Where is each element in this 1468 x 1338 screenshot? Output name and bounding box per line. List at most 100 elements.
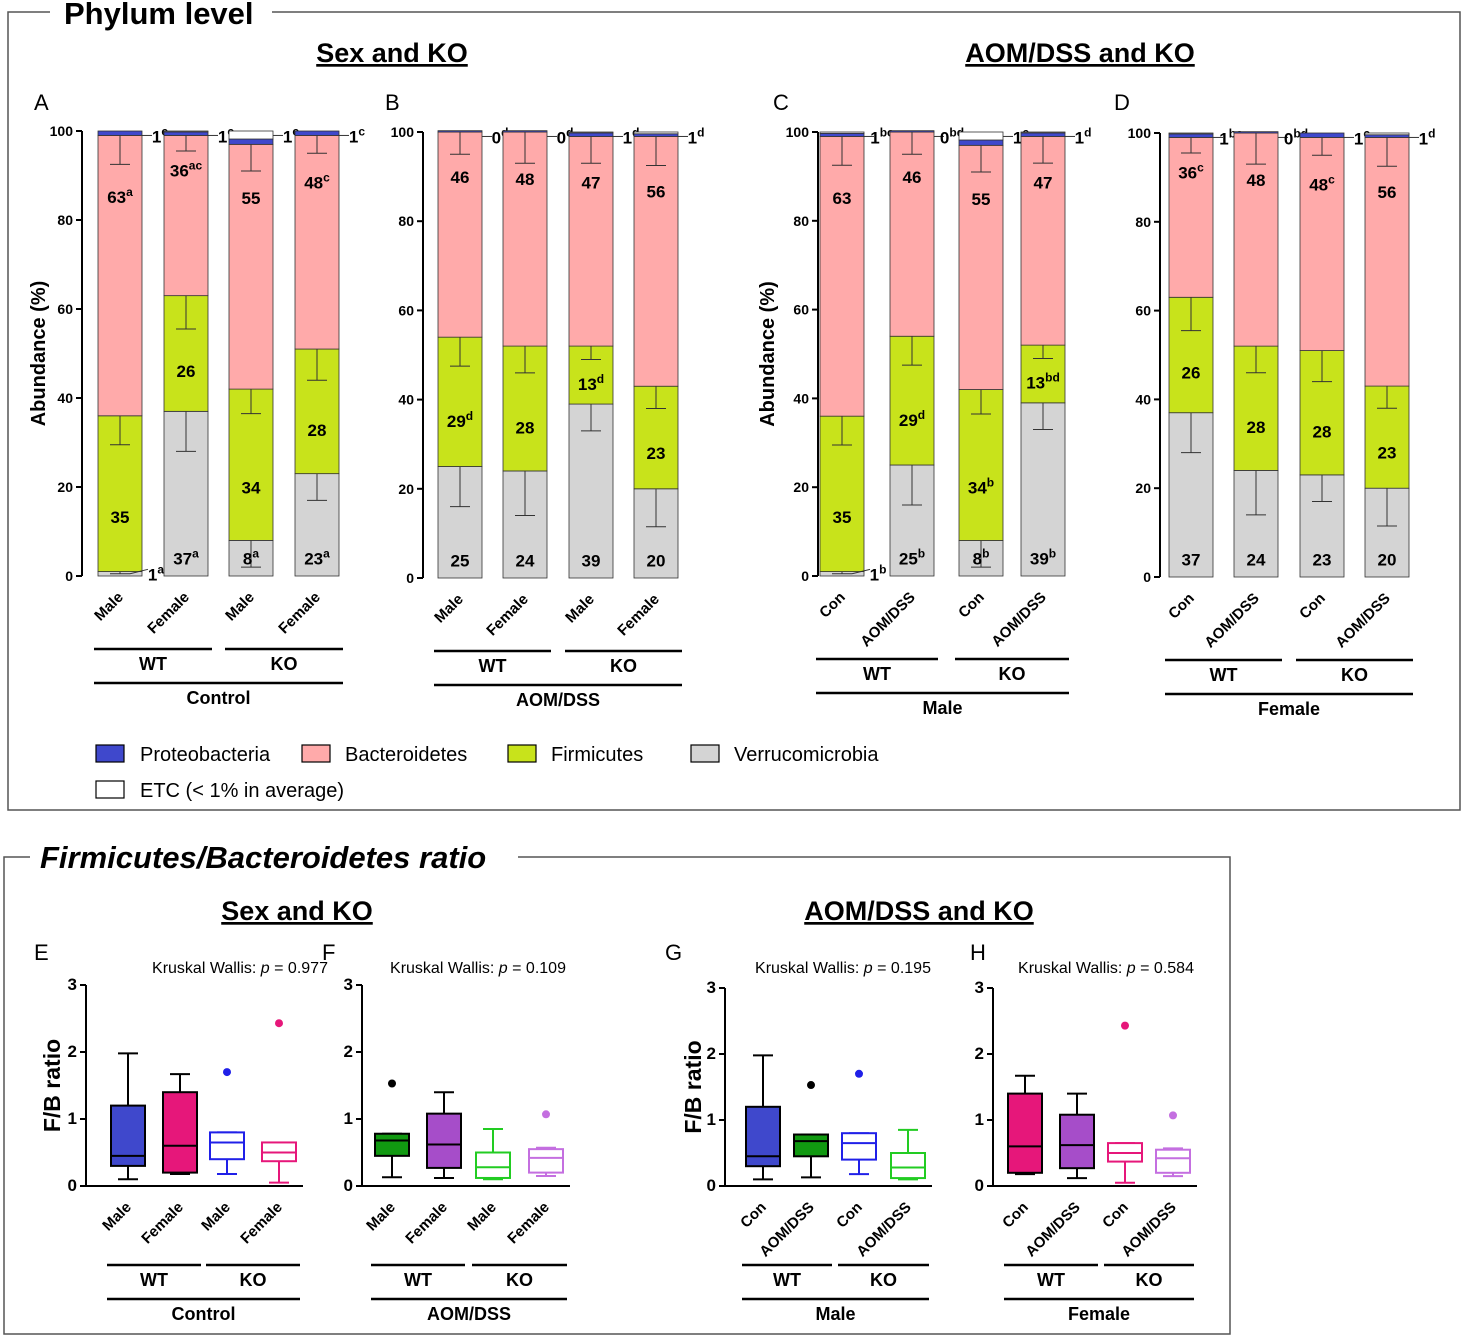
x-tick-label: Female bbox=[237, 1199, 286, 1248]
group-label: KO bbox=[271, 654, 298, 674]
y-tick-label: 100 bbox=[391, 124, 415, 140]
firmicutes-value-label: 34b bbox=[968, 476, 994, 498]
proteobacteria-segment bbox=[1168, 133, 1214, 138]
condition-label: Male bbox=[922, 698, 962, 718]
x-tick-label: Con bbox=[833, 1199, 866, 1232]
proteobacteria-segment bbox=[228, 138, 274, 145]
bacteroidetes-segment bbox=[437, 131, 483, 338]
box-plot bbox=[841, 1069, 877, 1176]
y-tick-label: 100 bbox=[786, 124, 810, 140]
proteobacteria-segment bbox=[1299, 132, 1345, 138]
firmicutes-value-label: 23 bbox=[647, 444, 666, 463]
proteobacteria-segment bbox=[437, 130, 483, 133]
y-tick-label: 40 bbox=[1135, 391, 1151, 407]
etc-segment bbox=[568, 131, 614, 134]
group-label: KO bbox=[999, 664, 1026, 684]
panel-e: E 0 1 2 3 F/B ratio Kruskal Wallis: p = 0.977 M… bbox=[34, 940, 328, 1324]
stacked-bar: 56 23 20 1d bbox=[633, 125, 705, 579]
box bbox=[528, 1148, 564, 1174]
box-plot bbox=[1107, 1021, 1143, 1184]
box-plot bbox=[890, 1128, 926, 1181]
stacked-bar: 4629d250d bbox=[437, 125, 508, 579]
x-tick-label: AOM/DSS bbox=[988, 589, 1050, 651]
etc-segment bbox=[819, 131, 865, 134]
group-label: WT bbox=[773, 1270, 801, 1290]
label-leader bbox=[851, 568, 871, 575]
verrucomicrobia-value-label: 23 bbox=[1313, 551, 1332, 570]
bacteroidetes-segment bbox=[889, 131, 935, 337]
panel-letter: F bbox=[322, 940, 335, 965]
panel-letter: A bbox=[34, 90, 49, 115]
x-tick-label: Con bbox=[955, 589, 988, 622]
x-tick-label: Male bbox=[431, 591, 467, 627]
ratio-frame bbox=[3, 856, 1231, 1335]
bacteroidetes-segment bbox=[294, 135, 340, 350]
y-axis-label: F/B ratio bbox=[680, 1040, 706, 1133]
proteobacteria-value-label: 1d bbox=[688, 125, 705, 147]
y-tick-label: 0 bbox=[65, 568, 73, 584]
y-tick-label: 0 bbox=[707, 1176, 716, 1195]
y-tick-label: 0 bbox=[68, 1176, 77, 1195]
proteobacteria-value-label: 1d bbox=[1419, 126, 1436, 148]
y-tick-label: 0 bbox=[344, 1176, 353, 1195]
x-tick-label: AOM/DSS bbox=[1022, 1199, 1084, 1261]
verrucomicrobia-value-label: 23a bbox=[304, 547, 330, 569]
etc-segment bbox=[633, 131, 679, 135]
box-plot bbox=[1059, 1092, 1095, 1180]
bacteroidetes-value-label: 63 bbox=[833, 189, 852, 208]
x-tick-label: Con bbox=[816, 589, 849, 622]
verrucomicrobia-value-label: 1b bbox=[870, 562, 887, 584]
y-tick-label: 20 bbox=[1135, 480, 1151, 496]
y-tick-label: 60 bbox=[1135, 303, 1151, 319]
verrucomicrobia-value-label: 37 bbox=[1182, 551, 1201, 570]
etc-segment bbox=[163, 130, 209, 133]
group-label: WT bbox=[404, 1270, 432, 1290]
y-tick-label: 1 bbox=[68, 1109, 77, 1128]
box bbox=[162, 1091, 198, 1174]
firmicutes-value-label: 26 bbox=[177, 362, 196, 381]
box bbox=[374, 1132, 410, 1157]
firmicutes-segment bbox=[228, 388, 274, 541]
stacked-bar: 47 13bd 39b 1d bbox=[1020, 125, 1091, 577]
group-label: WT bbox=[863, 664, 891, 684]
verrucomicrobia-value-label: 24 bbox=[1247, 551, 1266, 570]
bacteroidetes-segment bbox=[1364, 137, 1410, 387]
x-tick-label: Con bbox=[1296, 590, 1329, 623]
firmicutes-value-label: 23 bbox=[1378, 443, 1397, 462]
outlier-point bbox=[275, 1019, 283, 1028]
box-plot bbox=[209, 1068, 245, 1175]
stacked-bar: 4713d391d bbox=[568, 125, 639, 579]
ratio-heading-left: Sex and KO bbox=[221, 896, 373, 926]
firmicutes-value-label: 28 bbox=[1247, 418, 1266, 437]
box bbox=[209, 1131, 245, 1161]
stacked-bar: 5534b8b1c bbox=[958, 125, 1029, 577]
verrucomicrobia-value-label: 8b bbox=[973, 547, 990, 569]
y-tick-label: 100 bbox=[50, 123, 74, 139]
y-tick-label: 0 bbox=[1143, 569, 1151, 585]
legend-label-bacteroidetes: Bacteroidetes bbox=[345, 744, 467, 766]
y-tick-label: 3 bbox=[344, 975, 353, 994]
bacteroidetes-segment bbox=[228, 143, 274, 390]
box-plot bbox=[528, 1110, 564, 1177]
y-tick-label: 40 bbox=[793, 390, 809, 406]
panel-a: A 0 20 40 60 80 100 Abundance (%) Male Female Male… bbox=[28, 90, 365, 708]
box-plot bbox=[261, 1019, 297, 1184]
bacteroidetes-segment bbox=[1299, 137, 1345, 351]
panel-letter: G bbox=[665, 940, 682, 965]
proteobacteria-segment bbox=[958, 139, 1004, 146]
condition-label: Control bbox=[172, 1304, 236, 1324]
legend-swatch-firmicutes bbox=[507, 744, 537, 763]
group-label: WT bbox=[1210, 665, 1238, 685]
box bbox=[890, 1152, 926, 1180]
x-tick-label: Female bbox=[275, 589, 324, 638]
firmicutes-value-label: 26 bbox=[1182, 363, 1201, 382]
etc-segment bbox=[958, 131, 1004, 141]
y-tick-label: 100 bbox=[1128, 125, 1152, 141]
firmicutes-value-label: 28 bbox=[308, 421, 327, 440]
bacteroidetes-segment bbox=[1168, 137, 1214, 298]
x-tick-label: Con bbox=[1099, 1199, 1132, 1232]
group-label: WT bbox=[479, 656, 507, 676]
group-label: WT bbox=[140, 1270, 168, 1290]
proteobacteria-segment bbox=[97, 130, 143, 136]
